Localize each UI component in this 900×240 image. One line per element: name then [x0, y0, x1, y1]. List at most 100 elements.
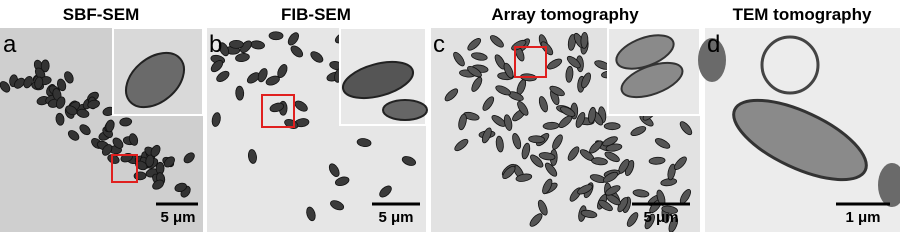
- panel-letter: b: [209, 31, 222, 58]
- cell: [598, 199, 613, 212]
- region-box: [261, 94, 295, 128]
- cell: [133, 171, 147, 181]
- cell: [565, 65, 574, 83]
- cell: [306, 206, 316, 222]
- cell: [135, 160, 148, 171]
- cell: [537, 199, 548, 216]
- cell: [547, 58, 563, 70]
- cell: [567, 146, 580, 161]
- cell: [87, 99, 100, 109]
- inset-cell: [382, 99, 428, 121]
- cell: [654, 138, 671, 149]
- cell: [101, 144, 113, 156]
- cell: [269, 102, 285, 113]
- cell: [119, 117, 133, 127]
- cell: [588, 106, 597, 124]
- cell: [294, 100, 308, 112]
- cell: [542, 178, 553, 195]
- cell: [79, 124, 91, 136]
- cell: [528, 135, 545, 144]
- cell: [287, 32, 300, 46]
- cell: [482, 96, 495, 111]
- panel-title: FIB-SEM: [281, 5, 351, 24]
- cell: [56, 78, 67, 92]
- cell: [76, 108, 90, 118]
- cell: [530, 154, 544, 168]
- scale-bar-label: 5 μm: [378, 209, 413, 226]
- vesicle: [760, 35, 820, 95]
- cell: [105, 119, 115, 133]
- cell: [64, 71, 74, 84]
- cell: [602, 171, 619, 183]
- cell: [580, 31, 589, 49]
- cell: [471, 76, 483, 92]
- cell: [544, 162, 558, 177]
- cell: [698, 38, 726, 82]
- cell: [454, 138, 469, 152]
- cell: [626, 212, 639, 227]
- cell: [878, 163, 900, 207]
- cell: [183, 152, 195, 164]
- cell-group: [444, 31, 693, 232]
- cell: [65, 105, 78, 116]
- scale-bar-label: 5 μm: [160, 209, 195, 226]
- scale-bar-label: 1 μm: [845, 209, 880, 226]
- cell: [257, 68, 268, 83]
- cell: [630, 126, 647, 137]
- cell: [310, 51, 324, 63]
- figure: SBF-SEM a 5 μm FIB-SEM b 5 μm Array tomography…: [0, 5, 900, 232]
- cell: [502, 165, 516, 180]
- inset-cell: [341, 60, 415, 100]
- cell: [453, 51, 465, 67]
- cell: [471, 52, 488, 61]
- cell: [268, 31, 284, 41]
- cell: [174, 182, 187, 193]
- cell: [467, 66, 482, 78]
- cell: [40, 59, 50, 73]
- cell: [265, 75, 280, 86]
- cell: [575, 111, 586, 128]
- cell: [163, 156, 175, 168]
- cell: [235, 53, 250, 63]
- cell: [67, 130, 80, 141]
- cell: [566, 55, 581, 69]
- cell: [668, 216, 679, 232]
- cell: [490, 35, 504, 48]
- cell: [235, 85, 245, 101]
- cell: [145, 154, 155, 168]
- panel-title: Array tomography: [491, 5, 639, 24]
- cell: [605, 185, 621, 196]
- cell: [152, 179, 165, 190]
- cell: [13, 77, 25, 89]
- cell: [512, 133, 522, 150]
- panel-title: SBF-SEM: [63, 5, 140, 24]
- cell: [328, 163, 340, 177]
- scale-bar-label: 5 μm: [643, 209, 678, 226]
- cell: [549, 85, 565, 97]
- cell: [55, 96, 66, 109]
- cell: [503, 62, 514, 79]
- cell: [481, 127, 492, 144]
- inset-cell: [620, 61, 684, 99]
- cell: [356, 138, 372, 148]
- cell: [581, 72, 591, 89]
- cell: [216, 70, 230, 83]
- cell: [34, 76, 44, 90]
- panel-letter: d: [707, 31, 720, 58]
- cell: [247, 149, 257, 164]
- region-box: [514, 46, 547, 78]
- cell: [128, 133, 139, 146]
- cell: [661, 205, 678, 214]
- cell: [467, 38, 482, 51]
- cell: [458, 113, 467, 131]
- cell: [112, 137, 124, 149]
- cell: [604, 151, 620, 163]
- cell: [644, 213, 655, 230]
- cell: [591, 157, 608, 166]
- cell: [538, 152, 556, 161]
- panel-letter: a: [3, 31, 17, 58]
- cell: [529, 213, 543, 227]
- cell: [580, 209, 598, 219]
- cell: [667, 163, 676, 181]
- cell: [290, 45, 304, 58]
